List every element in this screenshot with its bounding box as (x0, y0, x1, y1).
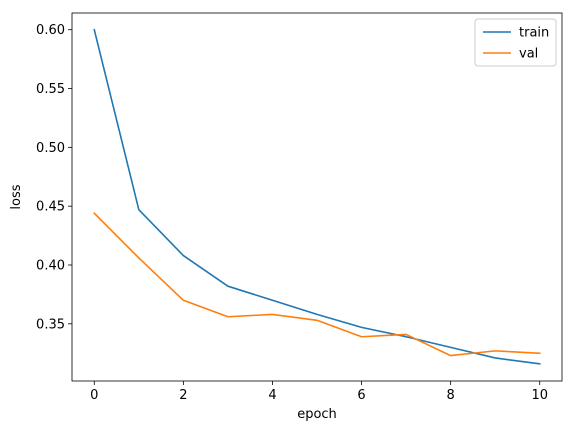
x-tick-label: 4 (268, 388, 276, 403)
y-axis-label: loss (9, 184, 24, 209)
legend: train val (474, 18, 557, 67)
y-tick-label: 0.50 (36, 141, 65, 156)
series-line-val (93, 212, 541, 357)
y-tick-label: 0.35 (36, 317, 65, 332)
legend-box (474, 18, 557, 67)
y-axis-ticks: 0.35 0.40 0.45 0.50 0.55 0.60 (36, 23, 72, 332)
x-tick-label: 6 (357, 388, 365, 403)
y-tick-label: 0.55 (36, 82, 65, 97)
series-line-train (93, 28, 541, 365)
x-tick-label: 0 (90, 388, 98, 403)
y-tick-label: 0.45 (36, 200, 65, 215)
x-tick-label: 10 (531, 388, 548, 403)
plot-frame (71, 12, 563, 382)
legend-label-train: train (519, 26, 549, 41)
x-axis-ticks: 0 2 4 6 8 10 (90, 381, 548, 403)
series-lines (93, 28, 541, 365)
legend-label-val: val (519, 47, 538, 62)
y-tick-label: 0.40 (36, 259, 65, 274)
x-tick-label: 2 (179, 388, 187, 403)
x-axis-label: epoch (297, 407, 337, 422)
x-tick-label: 8 (446, 388, 454, 403)
y-tick-label: 0.60 (36, 23, 65, 38)
